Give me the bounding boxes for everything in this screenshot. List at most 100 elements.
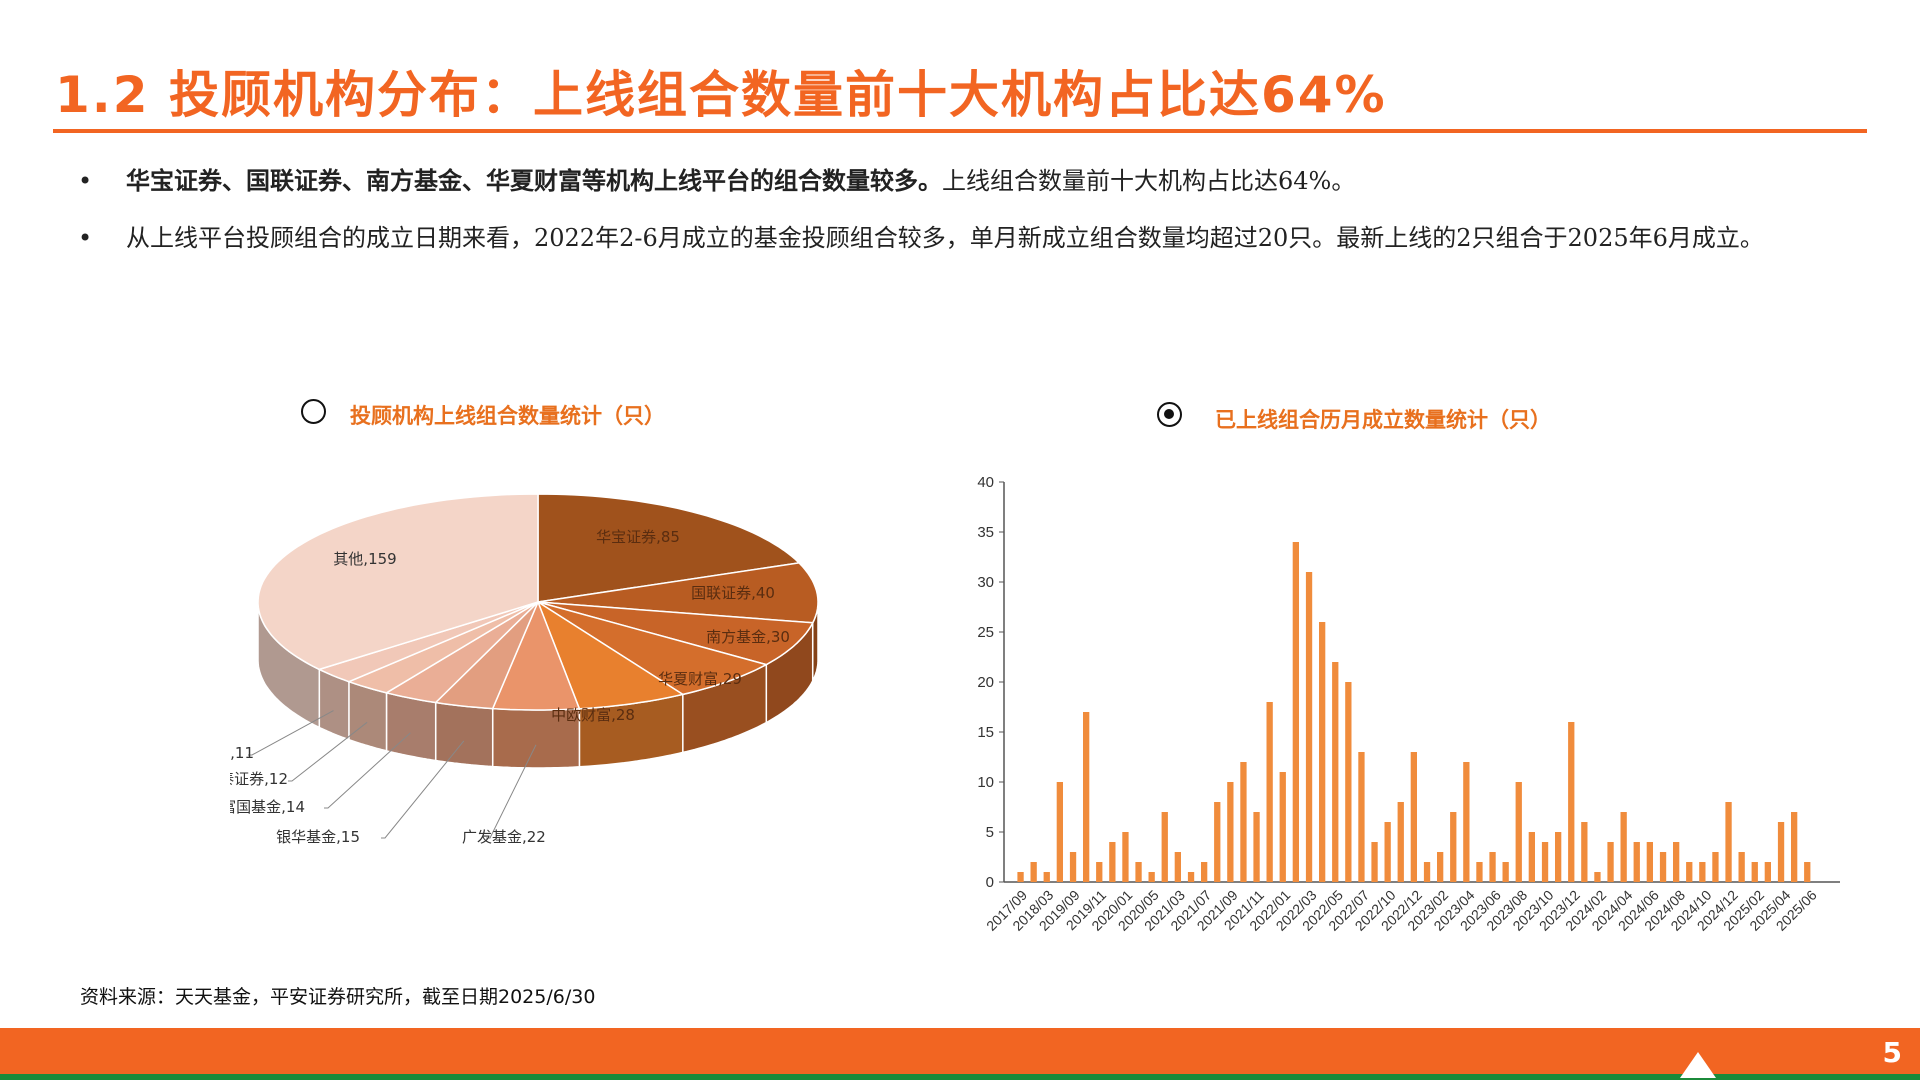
pie-slice-7 bbox=[384, 601, 539, 704]
bar bbox=[1410, 752, 1417, 882]
pie-data-label: 银华基金,15 bbox=[276, 828, 360, 846]
pie-slice-5 bbox=[491, 600, 581, 711]
pie-data-label: 华宝证券,85 bbox=[596, 528, 680, 546]
bar bbox=[1266, 702, 1273, 882]
bar bbox=[1319, 622, 1326, 882]
bullet-text: 从上线平台投顾组合的成立日期来看，2022年2-6月成立的基金投顾组合较多，单月… bbox=[126, 224, 1764, 252]
pie-leader-line bbox=[324, 732, 411, 809]
pie-slice-1 bbox=[537, 562, 819, 624]
bar bbox=[1148, 872, 1155, 882]
bar bbox=[1659, 852, 1667, 882]
bar bbox=[1646, 842, 1653, 882]
bar bbox=[1161, 812, 1168, 882]
bar bbox=[1450, 812, 1457, 882]
pie-data-label: 其他,159 bbox=[333, 550, 396, 568]
y-tick-label: 15 bbox=[977, 724, 994, 741]
bar bbox=[1476, 862, 1483, 882]
pie-data-label: 南方基金,30 bbox=[706, 628, 790, 646]
pie-data-label: 中欧财富,28 bbox=[551, 706, 635, 724]
bar bbox=[1686, 862, 1693, 882]
bar bbox=[1777, 822, 1785, 882]
bar bbox=[1423, 862, 1431, 882]
bar bbox=[1725, 802, 1732, 882]
bar bbox=[1096, 862, 1103, 882]
pie-slice-4 bbox=[536, 600, 685, 710]
y-tick-label: 35 bbox=[977, 524, 994, 541]
pie-data-label: 富国基金,14 bbox=[230, 798, 305, 816]
bullet-list: • 华宝证券、国联证券、南方基金、华夏财富等机构上线平台的组合数量较多。上线组合… bbox=[78, 155, 1818, 269]
pie-data-label: 华夏财富,29 bbox=[658, 670, 742, 688]
bar bbox=[1541, 842, 1549, 882]
title-underline bbox=[53, 129, 1867, 133]
bar bbox=[1489, 852, 1496, 882]
right-chart-title: 已上线组合历月成立数量统计（只） bbox=[1215, 408, 1551, 432]
pie-data-label: 国联证券,40 bbox=[691, 584, 775, 602]
y-tick-label: 5 bbox=[986, 824, 994, 841]
left-chart-title: 投顾机构上线组合数量统计（只） bbox=[350, 404, 665, 428]
bar bbox=[1699, 862, 1706, 882]
bar bbox=[1463, 762, 1470, 882]
bar bbox=[1083, 712, 1090, 882]
radio-left-chart[interactable] bbox=[301, 399, 326, 424]
bar bbox=[1056, 782, 1063, 882]
bar bbox=[1751, 862, 1758, 882]
bar bbox=[1109, 842, 1116, 882]
bar bbox=[1568, 722, 1575, 882]
bar bbox=[1069, 852, 1077, 882]
pie-slice-3 bbox=[537, 601, 769, 696]
bar bbox=[1332, 662, 1339, 882]
bar bbox=[1673, 842, 1680, 882]
pie-slice-6 bbox=[434, 601, 539, 710]
bar bbox=[1227, 782, 1234, 882]
bar bbox=[1358, 752, 1365, 882]
pie-slice-2 bbox=[537, 601, 814, 666]
bar bbox=[1633, 842, 1640, 882]
source-note: 资料来源：天天基金，平安证券研究所，截至日期2025/6/30 bbox=[80, 986, 596, 1008]
bar bbox=[1397, 802, 1404, 882]
pie-slice-9 bbox=[317, 601, 539, 683]
bar bbox=[1017, 872, 1024, 882]
y-tick-label: 0 bbox=[986, 874, 994, 891]
pie-slice-8 bbox=[346, 601, 539, 694]
bar bbox=[1738, 852, 1745, 882]
bar bbox=[1528, 832, 1535, 882]
bar bbox=[1043, 872, 1050, 882]
y-tick-label: 10 bbox=[977, 774, 994, 791]
bar bbox=[1555, 832, 1562, 882]
bar bbox=[1804, 862, 1811, 882]
bar bbox=[1253, 812, 1260, 882]
pie-side-6 bbox=[434, 701, 494, 768]
footer-green-stripe bbox=[0, 1074, 1920, 1080]
bullet-dot-icon: • bbox=[78, 167, 93, 195]
y-tick-label: 40 bbox=[977, 474, 994, 491]
bar bbox=[1371, 842, 1378, 882]
bar bbox=[1384, 822, 1391, 882]
pie-leader-line bbox=[381, 740, 465, 839]
bar bbox=[1712, 852, 1719, 882]
page-number: 5 bbox=[1882, 1036, 1902, 1069]
bar bbox=[1594, 872, 1601, 882]
bar bbox=[1187, 872, 1195, 882]
bar bbox=[1620, 812, 1627, 882]
y-tick-label: 30 bbox=[977, 574, 994, 591]
bar bbox=[1279, 772, 1286, 882]
bar bbox=[1607, 842, 1614, 882]
bar bbox=[1122, 832, 1129, 882]
logo-triangle-icon bbox=[1680, 1052, 1716, 1078]
bar bbox=[1174, 852, 1181, 882]
bar-chart: 05101520253035402017/092018/032019/09201… bbox=[977, 474, 1840, 934]
pie-data-label: 华泰证券,12 bbox=[230, 770, 288, 788]
radio-right-chart[interactable] bbox=[1157, 402, 1182, 427]
pie-slice-10 bbox=[257, 493, 539, 671]
bar bbox=[1030, 862, 1037, 882]
bar bbox=[1201, 862, 1208, 882]
pie-leader-line bbox=[486, 744, 537, 839]
pie-data-label: 建信基金,11 bbox=[230, 744, 254, 762]
pie-data-label: 广发基金,22 bbox=[462, 828, 546, 846]
bar bbox=[1502, 862, 1509, 882]
bullet-text: 上线组合数量前十大机构占比达64%。 bbox=[942, 167, 1356, 195]
bar bbox=[1214, 802, 1221, 882]
bar bbox=[1135, 862, 1142, 882]
page-title: 1.2 投顾机构分布：上线组合数量前十大机构占比达64% bbox=[55, 66, 1387, 124]
pie-chart: 华宝证券,85 国联证券,40 南方基金,30 华夏财富,29 中欧财富,28 广发基金,… bbox=[230, 493, 819, 846]
